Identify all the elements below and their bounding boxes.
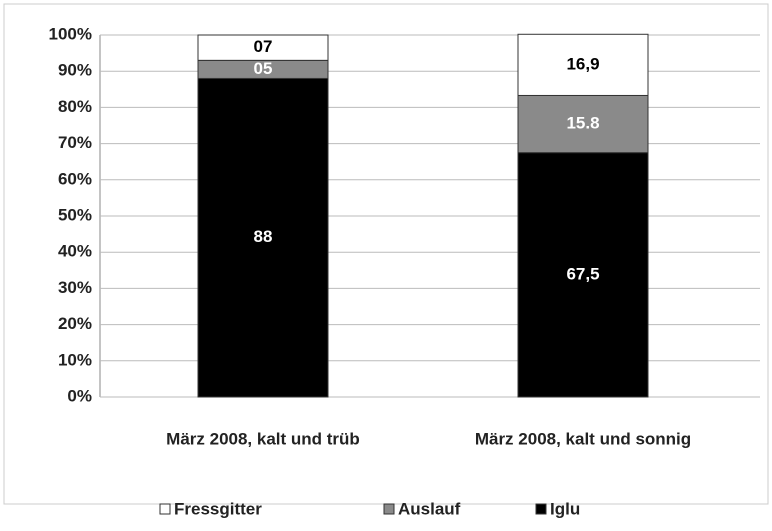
- bar-segment: [517, 152, 649, 398]
- y-tick-label: 100%: [49, 24, 92, 43]
- data-label: 67,5: [566, 264, 599, 283]
- y-tick-label: 80%: [58, 97, 92, 116]
- y-tick-label: 20%: [58, 314, 92, 333]
- y-tick-label: 30%: [58, 278, 92, 297]
- data-label: 05: [254, 59, 273, 78]
- y-tick-label: 10%: [58, 350, 92, 369]
- data-label: 88: [254, 227, 273, 246]
- y-tick-label: 90%: [58, 61, 92, 80]
- legend-label: Auslauf: [398, 499, 461, 518]
- bar-segment: [517, 33, 649, 96]
- y-tick-label: 50%: [58, 205, 92, 224]
- bar-segment: [517, 94, 649, 154]
- y-tick-label: 0%: [67, 386, 92, 405]
- y-tick-label: 60%: [58, 169, 92, 188]
- y-tick-label: 40%: [58, 242, 92, 261]
- legend-swatch: [383, 503, 395, 515]
- legend-label: Fressgitter: [174, 499, 262, 518]
- bar-segment: [197, 77, 329, 398]
- x-tick-label: März 2008, kalt und sonnig: [475, 429, 691, 448]
- x-tick-label: März 2008, kalt und trüb: [166, 429, 360, 448]
- data-label: 16,9: [566, 54, 599, 73]
- legend-swatch: [159, 503, 171, 515]
- legend-swatch: [535, 503, 547, 515]
- data-label: 15.8: [566, 114, 599, 133]
- legend-label: Iglu: [550, 499, 580, 518]
- bar-segment: [197, 34, 329, 61]
- data-label: 07: [254, 37, 273, 56]
- y-tick-label: 70%: [58, 133, 92, 152]
